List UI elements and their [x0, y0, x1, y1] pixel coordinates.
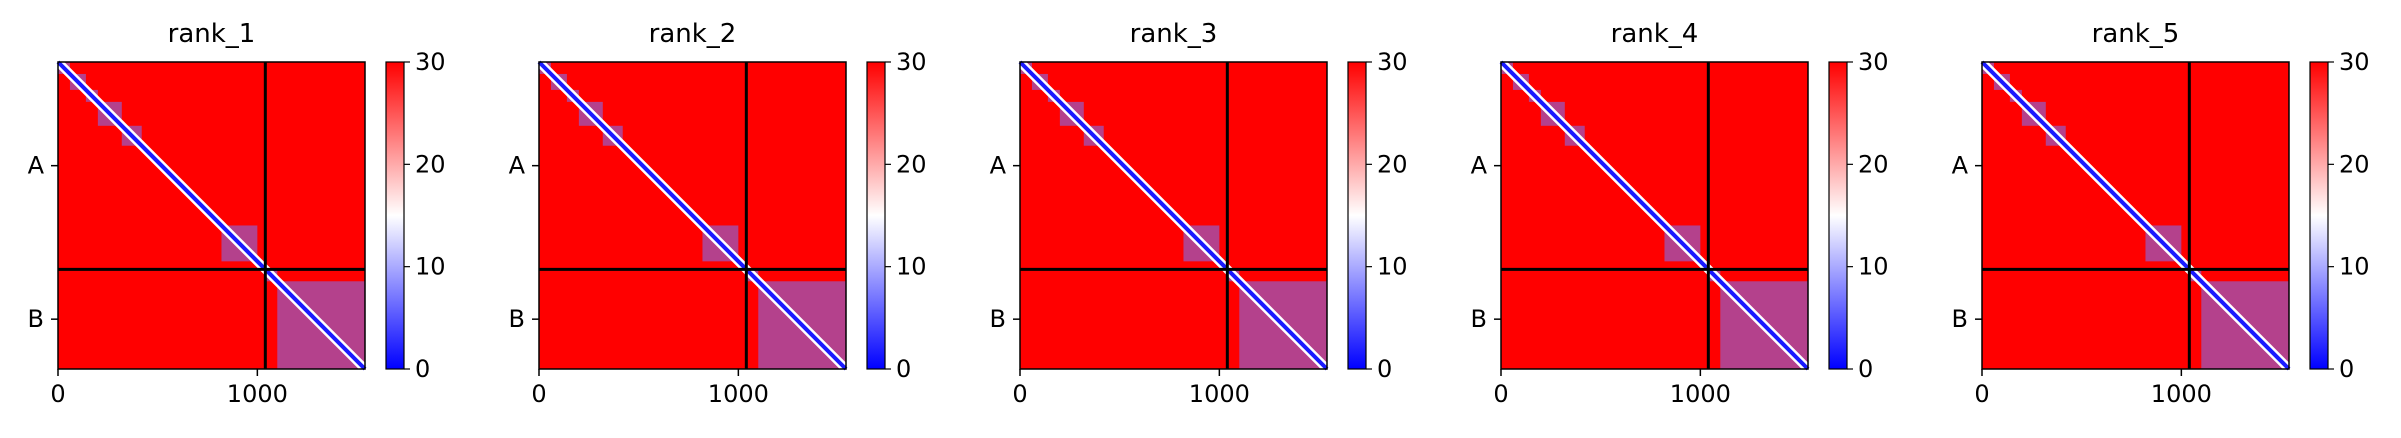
colorbar-tick-label: 30 [2339, 48, 2370, 76]
colorbar-tick-label: 20 [1858, 150, 1889, 178]
x-tick-label: 1000 [2151, 380, 2212, 408]
plot-frame [538, 61, 847, 370]
colorbar-tick-label: 0 [1858, 355, 1873, 383]
colorbar-tick-label: 10 [415, 253, 446, 281]
diagonal-band [1499, 60, 1810, 371]
diagonal-band [1018, 60, 1329, 371]
colorbar-tick-label: 20 [1377, 150, 1408, 178]
colorbar-frame [385, 61, 405, 370]
y-tick-label: B [28, 305, 44, 333]
y-tick-label: B [1471, 305, 1487, 333]
colorbar-tick-label: 30 [415, 48, 446, 76]
y-tick-label: A [990, 152, 1007, 180]
x-tick-label: 1000 [1189, 380, 1250, 408]
colorbar-frame [1828, 61, 1848, 370]
colorbar-frame [2309, 61, 2329, 370]
colorbar-tick-label: 10 [1858, 253, 1889, 281]
plot-frame [1981, 61, 2290, 370]
colorbar-frame [866, 61, 886, 370]
x-tick-label: 1000 [708, 380, 769, 408]
x-tick-label: 0 [50, 380, 65, 408]
x-tick-label: 0 [1974, 380, 1989, 408]
panel-title: rank_3 [1130, 19, 1218, 49]
plot-frame [57, 61, 366, 370]
panel-title: rank_4 [1611, 19, 1699, 49]
colorbar-gradient [1348, 62, 1366, 369]
panel-rank_4: rank_4 A B 0 1000 0 10 20 30 [1471, 19, 1889, 408]
y-tick-label: A [1952, 152, 1969, 180]
panel-title: rank_5 [2092, 19, 2180, 49]
y-tick-label: B [509, 305, 525, 333]
diagonal-band [537, 60, 848, 371]
colorbar-tick-label: 0 [1377, 355, 1392, 383]
plot-frame [1500, 61, 1809, 370]
colorbar-tick-label: 20 [896, 150, 927, 178]
colorbar-tick-label: 30 [1858, 48, 1889, 76]
panel-rank_5: rank_5 A B 0 1000 0 10 20 30 [1952, 19, 2370, 408]
panel-title: rank_1 [168, 19, 256, 49]
y-tick-label: B [1952, 305, 1968, 333]
colorbar-tick-label: 30 [896, 48, 927, 76]
x-tick-label: 1000 [227, 380, 288, 408]
colorbar-tick-label: 0 [415, 355, 430, 383]
colorbar-tick-label: 0 [896, 355, 911, 383]
panel-rank_1: rank_1 A B 0 1000 0 10 20 30 [28, 19, 446, 408]
diagonal-band [56, 60, 367, 371]
x-tick-label: 1000 [1670, 380, 1731, 408]
y-tick-label: B [990, 305, 1006, 333]
diagonal-band [1980, 60, 2291, 371]
colorbar-gradient [386, 62, 404, 369]
x-tick-label: 0 [1012, 380, 1027, 408]
colorbar-tick-label: 20 [2339, 150, 2370, 178]
colorbar-tick-label: 20 [415, 150, 446, 178]
colorbar-frame [1347, 61, 1367, 370]
colorbar-gradient [2310, 62, 2328, 369]
y-tick-label: A [1471, 152, 1488, 180]
x-tick-label: 0 [531, 380, 546, 408]
colorbar-tick-label: 30 [1377, 48, 1408, 76]
panel-rank_2: rank_2 A B 0 1000 0 10 20 30 [509, 19, 927, 408]
colorbar-gradient [1829, 62, 1847, 369]
colorbar-tick-label: 10 [1377, 253, 1408, 281]
colorbar-tick-label: 10 [896, 253, 927, 281]
colorbar-tick-label: 10 [2339, 253, 2370, 281]
panel-rank_3: rank_3 A B 0 1000 0 10 20 30 [990, 19, 1408, 408]
colorbar-gradient [867, 62, 885, 369]
colorbar-tick-label: 0 [2339, 355, 2354, 383]
y-tick-label: A [28, 152, 45, 180]
x-tick-label: 0 [1493, 380, 1508, 408]
plot-frame [1019, 61, 1328, 370]
y-tick-label: A [509, 152, 526, 180]
panel-title: rank_2 [649, 19, 737, 49]
